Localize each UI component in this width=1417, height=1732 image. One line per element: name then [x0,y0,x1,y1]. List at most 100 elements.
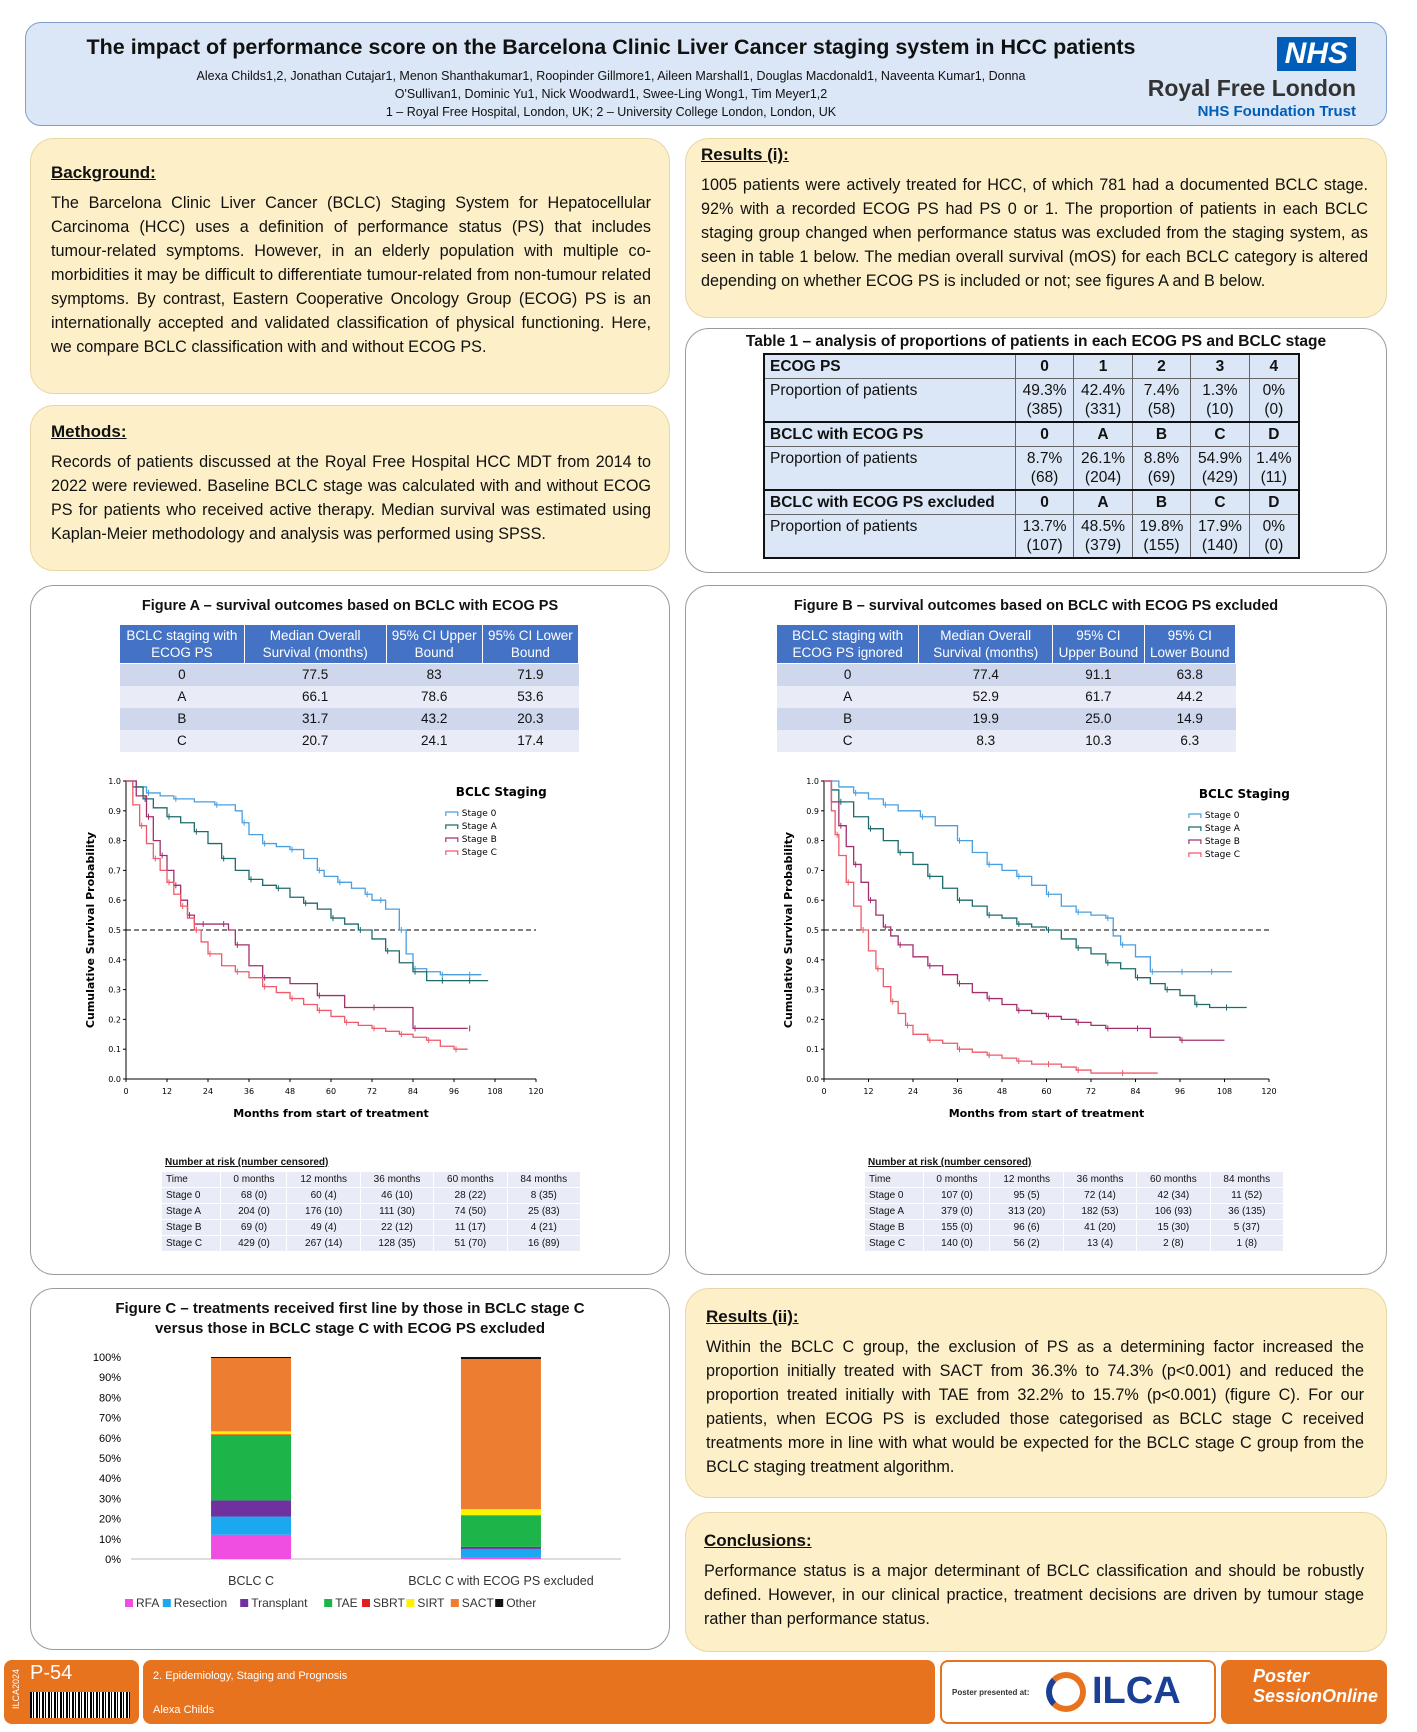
x-tick-label: 60 [1041,1087,1051,1096]
summary-header-cell: 95% CI Lower Bound [1143,624,1237,664]
x-axis-title: Months from start of treatment [949,1107,1145,1120]
risk-cell: Stage A [863,1203,925,1220]
km-curve-stage-0 [824,780,1232,973]
summary-cell: 10.3 [1052,729,1145,752]
table1-header-cell: BCLC with ECOG PS [763,421,1016,447]
table1-header-cell: ECOG PS [763,353,1016,379]
km-curve-stage-c [824,780,1158,1074]
legend-swatch [125,1599,133,1607]
risk-cell: 128 (35) [359,1235,435,1252]
table1-value-cell: 8.8% (69) [1131,446,1192,491]
table1-count: (155) [1143,537,1180,554]
bar-segment-sirt [460,1509,541,1516]
table1-count: (69) [1147,469,1176,486]
risk-header-cell: 60 months [433,1171,508,1188]
ilca-logo-text: ILCA [1092,1670,1181,1712]
km-curve-stage-b [824,780,1225,1041]
table1-header-cell: 0 [1014,421,1075,447]
summary-header-cell: BCLC staging with ECOG PS [119,624,245,664]
risk-header-cell: 36 months [1062,1171,1138,1188]
risk-header-cell: 84 months [506,1171,582,1188]
bar-segment-transplant [211,1500,292,1517]
results2-panel: Results (ii): Within the BCLC C group, t… [685,1288,1387,1498]
figure-a-title: Figure A – survival outcomes based on BC… [141,598,559,614]
risk-cell: Stage A [160,1203,222,1220]
header-banner: The impact of performance score on the B… [25,22,1387,126]
table1-value-cell: 1.3% (10) [1190,378,1250,423]
summary-cell: 77.5 [244,663,387,686]
results1-panel: Results (i): 1005 patients were actively… [685,138,1387,318]
nhs-logo: NHS [1276,37,1356,71]
x-tick-label: 72 [1086,1087,1096,1096]
table1-panel: Table 1 – analysis of proportions of pat… [685,328,1387,573]
y-tick-label: 80% [99,1392,121,1404]
y-tick-label: 40% [99,1473,121,1485]
table1-header-cell: B [1131,421,1192,447]
summary-header-cell: 95% CI Upper Bound [1052,624,1145,664]
risk-cell: 49 (4) [286,1219,361,1236]
risk-cell: 155 (0) [923,1219,991,1236]
poster-title: The impact of performance score on the B… [86,35,1136,59]
bar-segment-other [211,1357,292,1359]
risk-cell: 267 (14) [286,1235,361,1252]
y-tick-label: 90% [99,1372,121,1384]
table1-header-cell: 3 [1190,353,1250,379]
trust-name: NHS Foundation Trust [1197,103,1356,120]
km-curve-stage-a [126,780,489,982]
summary-cell: 14.9 [1144,707,1236,730]
summary-cell: 52.9 [918,685,1053,708]
x-tick-label: 0 [123,1087,128,1096]
legend-swatch [324,1599,333,1607]
summary-row: A 52.9 61.7 44.2 [776,685,1236,708]
figure-c-title-line2: versus those in BCLC stage C with ECOG P… [154,1320,546,1337]
legend-label: SACT [462,1596,495,1610]
table1-count: (204) [1084,469,1122,486]
bar-segment-resection [211,1516,292,1535]
summary-cell: A [776,685,919,708]
y-tick-label: 30% [99,1493,121,1505]
risk-cell: 96 (6) [989,1219,1064,1236]
legend-label: Stage A [462,822,498,832]
table1-header-cell: 0 [1014,353,1075,379]
risk-cell: 11 (52) [1209,1187,1285,1204]
summary-cell: C [119,729,245,752]
legend-label: RFA [136,1596,159,1610]
summary-cell: 31.7 [244,707,387,730]
table1-count: (10) [1206,401,1234,418]
x-tick-label: 48 [997,1087,1007,1096]
table1-value-cell: 0% (0) [1248,378,1300,423]
summary-cell: 43.2 [386,707,483,730]
bar-segment-tae [211,1435,292,1501]
risk-cell: 106 (93) [1136,1203,1211,1220]
table1-value-cell: 1.4% (11) [1248,446,1300,491]
summary-row: 0 77.4 91.1 63.8 [776,663,1236,686]
km-curve-stage-0 [126,780,482,976]
table1-pct: 8.8% [1143,450,1180,467]
background-panel: Background: The Barcelona Clinic Liver C… [30,138,670,394]
summary-cell: 6.3 [1144,729,1236,752]
summary-cell: 0 [776,663,919,686]
x-tick-label: 36 [244,1087,254,1096]
summary-cell: B [776,707,919,730]
figure-c-panel: Figure C – treatments received first lin… [30,1288,670,1650]
x-tick-label: 24 [203,1087,213,1096]
risk-cell: Stage B [160,1219,222,1236]
summary-cell: 71.9 [482,663,579,686]
table1-count: (107) [1026,537,1063,554]
bar-segment-sact [460,1359,541,1510]
y-tick-label: 0.2 [806,1015,819,1024]
y-tick-label: 70% [99,1413,121,1425]
table1-count: (0) [1264,401,1284,418]
summary-cell: 19.9 [918,707,1053,730]
summary-cell: 53.6 [482,685,579,708]
authors-line1: Alexa Childs1,2, Jonathan Cutajar1, Meno… [196,69,1026,83]
table1-data-row: Proportion of patients 13.7% (107) 48.5% (37… [763,514,1300,559]
risk-cell: 74 (50) [433,1203,508,1220]
x-tick-label: 120 [1261,1087,1276,1096]
bar-segment-rfa [460,1556,541,1559]
risk-cell: 15 (30) [1136,1219,1211,1236]
table1-pct: 48.5% [1081,518,1125,535]
table1-data-row: Proportion of patients 8.7% (68) 26.1% (204)… [763,446,1300,491]
x-tick-label: 96 [1175,1087,1185,1096]
y-tick-label: 0.8 [108,837,121,846]
